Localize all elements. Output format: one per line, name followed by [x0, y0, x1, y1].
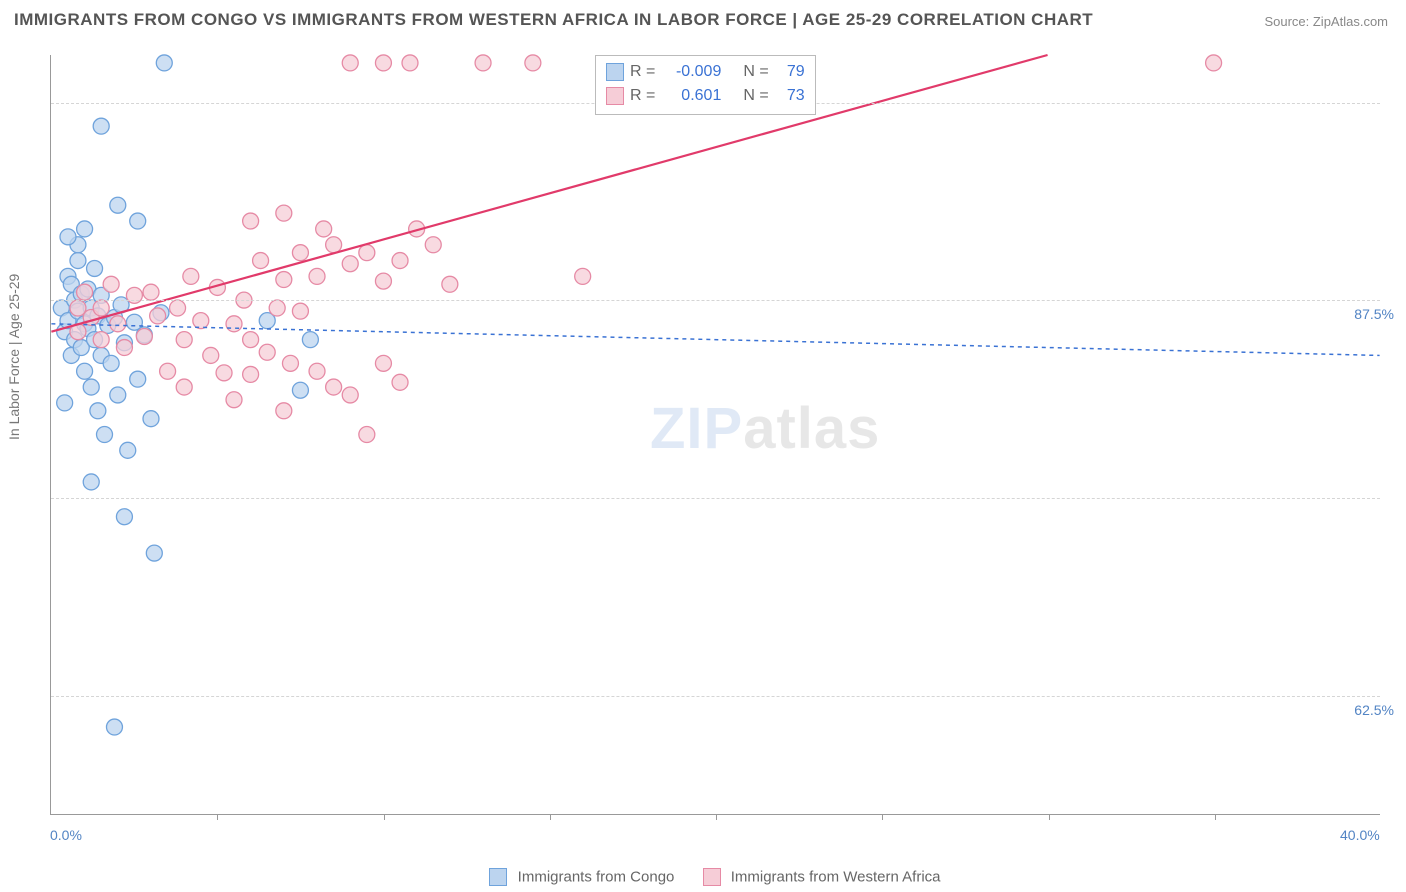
- correlation-legend: R = -0.009 N = 79 R = 0.601 N = 73: [595, 55, 816, 115]
- n-value-congo: 79: [775, 60, 805, 84]
- r-label: R =: [630, 60, 655, 84]
- r-value-wafrica: 0.601: [661, 84, 721, 108]
- y-axis-label: In Labor Force | Age 25-29: [6, 274, 22, 440]
- x-tick-label: 40.0%: [1340, 827, 1380, 843]
- r-value-congo: -0.009: [661, 60, 721, 84]
- r-label: R =: [630, 84, 655, 108]
- legend-swatch-wafrica: [606, 87, 624, 105]
- x-tick-label: 0.0%: [50, 827, 82, 843]
- legend-row-congo: R = -0.009 N = 79: [606, 60, 805, 84]
- bottom-legend: Immigrants from Congo Immigrants from We…: [0, 868, 1406, 886]
- chart-title: IMMIGRANTS FROM CONGO VS IMMIGRANTS FROM…: [14, 10, 1093, 30]
- n-label: N =: [743, 84, 768, 108]
- bottom-swatch-wafrica: [703, 868, 721, 886]
- watermark: ZIPatlas: [650, 395, 880, 462]
- legend-row-wafrica: R = 0.601 N = 73: [606, 84, 805, 108]
- bottom-label-congo: Immigrants from Congo: [518, 869, 675, 886]
- y-tick-label: 87.5%: [1354, 306, 1394, 322]
- legend-swatch-congo: [606, 63, 624, 81]
- bottom-swatch-congo: [489, 868, 507, 886]
- n-label: N =: [743, 60, 768, 84]
- source-label: Source: ZipAtlas.com: [1264, 14, 1388, 29]
- y-tick-label: 62.5%: [1354, 702, 1394, 718]
- watermark-zip: ZIP: [650, 396, 743, 461]
- bottom-label-wafrica: Immigrants from Western Africa: [731, 869, 941, 886]
- watermark-atlas: atlas: [743, 396, 880, 461]
- n-value-wafrica: 73: [775, 84, 805, 108]
